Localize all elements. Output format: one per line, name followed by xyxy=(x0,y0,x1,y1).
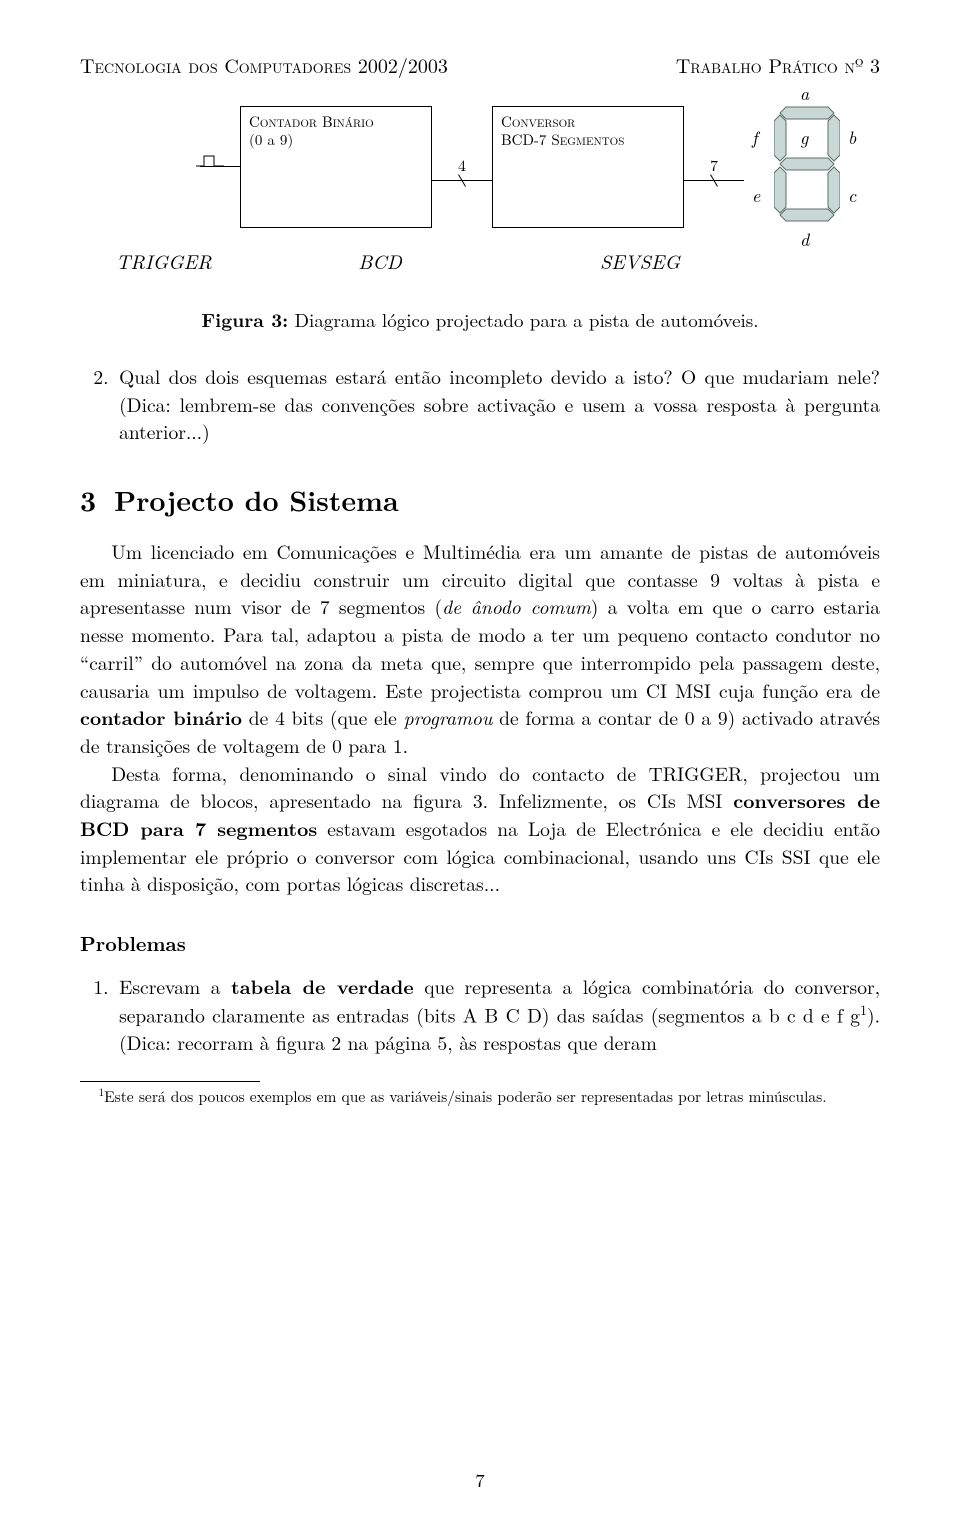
converter-box: Conversor BCD-7 Segmentos xyxy=(492,106,684,228)
caption-label: Figura 3: xyxy=(201,305,288,333)
label-bcd: BCD xyxy=(350,246,410,275)
footnote-1: 1Este será dos poucos exemplos em que as… xyxy=(80,1086,880,1108)
footnote-text: Este será dos poucos exemplos em que as … xyxy=(104,1086,827,1107)
question-2: Qual dos dois esquemas estará então inco… xyxy=(115,363,880,446)
label-trigger: TRIGGER xyxy=(116,246,160,275)
seg-f-label: f xyxy=(752,125,758,150)
header-right: Trabalho Prático nº 3 xyxy=(676,50,880,79)
problemas-heading: Problemas xyxy=(80,928,880,957)
label-sevseg: SEVSEG xyxy=(600,246,660,275)
section-body: Um licenciado em Comunicações e Multiméd… xyxy=(80,538,880,898)
converter-title-line1: Conversor xyxy=(501,113,675,131)
question-list-sec2: Qual dos dois esquemas estará então inco… xyxy=(80,363,880,446)
problem-list: Escrevam a tabela de verdade que represe… xyxy=(80,973,880,1057)
seven-segment-display: a f g b e c d xyxy=(774,105,840,228)
bus-bcd: 4 xyxy=(432,153,492,181)
diagram-bottom-labels: TRIGGER BCD SEVSEG xyxy=(116,246,880,275)
counter-title-line1: Contador Binário xyxy=(249,113,423,131)
sevseg-icon xyxy=(774,105,840,223)
seg-d-label: d xyxy=(800,227,809,252)
bus-sevseg: 7 xyxy=(684,153,744,181)
question-2-text: Qual dos dois esquemas estará então inco… xyxy=(119,362,880,445)
seg-b-label: b xyxy=(848,125,856,150)
pulse-icon xyxy=(194,152,226,170)
converter-title-line2: BCD-7 Segmentos xyxy=(501,131,675,149)
counter-title-line2: (0 a 9) xyxy=(249,131,423,149)
document-page: Tecnologia dos Computadores 2002/2003 Tr… xyxy=(0,0,960,1523)
page-number: 7 xyxy=(0,1466,960,1493)
header-left: Tecnologia dos Computadores 2002/2003 xyxy=(80,50,448,79)
counter-box: Contador Binário (0 a 9) xyxy=(240,106,432,228)
figure-caption: Figura 3: Diagrama lógico projectado par… xyxy=(80,305,880,333)
section-title: Projecto do Sistema xyxy=(114,480,399,520)
problem-1: Escrevam a tabela de verdade que represe… xyxy=(115,973,880,1057)
seg-g-label: g xyxy=(800,125,808,150)
seg-e-label: e xyxy=(752,183,760,208)
seg-a-label: a xyxy=(800,81,809,106)
footnote-rule xyxy=(80,1081,260,1082)
section-heading: 3 Projecto do Sistema xyxy=(80,480,880,520)
section-num: 3 xyxy=(80,480,96,520)
page-header: Tecnologia dos Computadores 2002/2003 Tr… xyxy=(80,50,880,79)
paragraph-2: Desta forma, denominando o sinal vindo d… xyxy=(80,760,880,898)
logic-diagram: Contador Binário (0 a 9) 4 Conversor BCD… xyxy=(120,105,920,228)
caption-text: Diagrama lógico projectado para a pista … xyxy=(295,306,759,333)
seg-c-label: c xyxy=(848,183,856,208)
paragraph-1: Um licenciado em Comunicações e Multiméd… xyxy=(80,538,880,760)
